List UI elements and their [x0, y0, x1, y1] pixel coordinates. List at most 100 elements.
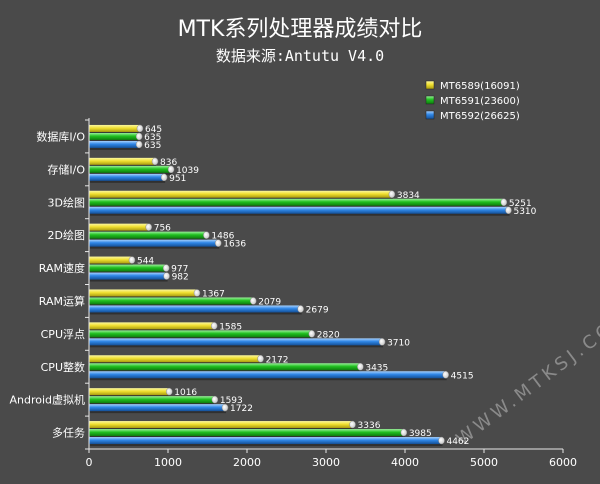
data-label: 977 [171, 265, 188, 275]
bar [89, 190, 392, 198]
legend-label: MT6589(16091) [440, 81, 520, 92]
bar-cap [438, 436, 445, 445]
watermark: WWW.MTKSJ.COM [452, 306, 600, 450]
x-tick-label: 6000 [549, 456, 577, 469]
legend: MT6589(16091) MT6591(23600) MT6592(26625) [425, 80, 520, 122]
data-label: 1016 [174, 388, 197, 398]
bar [89, 198, 504, 206]
legend-swatch [425, 95, 435, 105]
data-label: 951 [169, 174, 186, 184]
x-tick-label: 4000 [391, 456, 419, 469]
bar-cap [442, 371, 449, 379]
bar-cap [210, 322, 218, 330]
legend-item: MT6592(26625) [425, 110, 520, 122]
legend-item: MT6591(23600) [425, 95, 520, 107]
data-label: 4462 [446, 437, 469, 447]
bar [89, 132, 140, 140]
bar-cap [221, 403, 229, 412]
data-label: 2679 [306, 305, 329, 315]
data-label: 3336 [358, 421, 381, 431]
bar-cap [203, 231, 210, 239]
bar [89, 297, 254, 305]
bar [89, 157, 156, 165]
category-group: 1585 2820 3710 [89, 322, 410, 348]
bar [89, 239, 219, 247]
bar-cap [378, 338, 386, 346]
x-tick-label: 2000 [233, 456, 261, 469]
x-tick-label: 1000 [154, 456, 182, 469]
data-label: 1585 [219, 322, 242, 332]
bar-cap [128, 256, 136, 264]
bar [89, 330, 312, 338]
bar-cap [500, 198, 508, 206]
bar-cap [163, 272, 170, 280]
plot-area: 6456356358361039951383452515310756148616… [89, 124, 537, 447]
bar [89, 396, 215, 404]
bar-cap [211, 395, 219, 404]
bar [89, 264, 167, 272]
data-label: 1486 [211, 232, 234, 242]
bar-cap [145, 223, 152, 231]
category-group: 2172 3435 4515 [89, 355, 474, 381]
category-label: Android虚拟机 [9, 393, 85, 407]
bar-cap [388, 190, 396, 198]
legend-item: MT6589(16091) [425, 80, 520, 92]
bar-cap [193, 289, 201, 297]
x-tick-label: 5000 [470, 456, 498, 469]
category-group: 3336 3985 4462 [89, 420, 469, 447]
data-label: 645 [145, 125, 162, 135]
category-label: RAM运算 [39, 294, 85, 308]
category-label: 存储I/O [47, 162, 85, 176]
bar-cap [214, 239, 222, 247]
data-label: 836 [160, 158, 177, 168]
data-label: 1593 [220, 396, 243, 406]
bar-cap [167, 165, 175, 174]
category-label: 多任务 [52, 426, 85, 440]
data-label: 3834 [397, 191, 420, 201]
data-label: 982 [172, 273, 189, 283]
data-label: 2820 [317, 330, 340, 340]
data-label: 2172 [266, 355, 289, 365]
data-label: 4515 [451, 371, 474, 381]
axes: 数据库I/O 存储I/O 3D绘图 2D绘图 RAM速度 RAM运算 CPU浮点 CPU整数 A… [9, 118, 577, 469]
bar [89, 173, 165, 181]
bar [89, 355, 261, 363]
data-label: 3985 [409, 429, 432, 439]
category-label: CPU浮点 [41, 328, 85, 341]
bar-cap [505, 206, 512, 214]
legend-swatch [425, 80, 435, 90]
bar-cap [357, 363, 364, 371]
data-label: 2079 [258, 297, 281, 307]
legend-swatch [425, 110, 435, 120]
category-label: RAM速度 [39, 261, 85, 275]
bar [89, 388, 170, 396]
data-label: 3435 [365, 363, 388, 373]
bar [89, 437, 442, 445]
data-label: 1722 [230, 404, 253, 414]
bar [89, 256, 132, 264]
data-label: 3710 [387, 338, 410, 348]
bar [89, 223, 149, 231]
category-group: 1367 2079 2679 [89, 289, 329, 315]
chart-title: MTK系列处理器成绩对比 [178, 17, 423, 42]
bar [89, 289, 197, 297]
data-label: 635 [144, 141, 161, 151]
category-label: 3D绘图 [48, 195, 85, 209]
bar-cap [135, 132, 143, 141]
bar-cap [136, 124, 144, 133]
data-label: 544 [137, 257, 154, 267]
bar [89, 231, 207, 239]
bar [89, 429, 404, 437]
bar-cap [308, 330, 316, 338]
legend-label: MT6591(23600) [440, 96, 520, 107]
bar [89, 421, 353, 429]
data-label: 5251 [509, 199, 532, 209]
chart-subtitle: 数据来源:Antutu V4.0 [216, 47, 384, 65]
